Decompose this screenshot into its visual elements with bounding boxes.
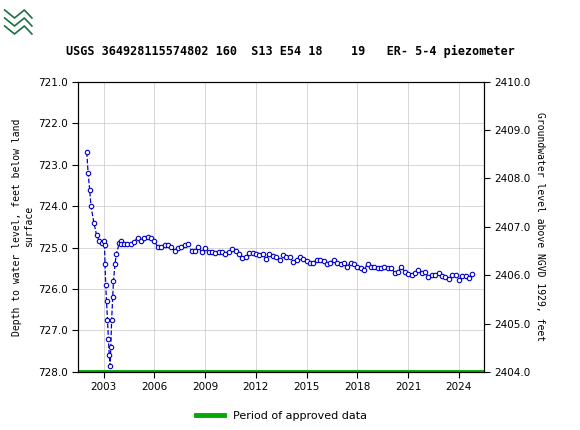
Y-axis label: Groundwater level above NGVD 1929, feet: Groundwater level above NGVD 1929, feet — [535, 112, 545, 341]
Text: USGS: USGS — [36, 12, 83, 28]
FancyBboxPatch shape — [3, 3, 52, 37]
Y-axis label: Depth to water level, feet below land
surface: Depth to water level, feet below land su… — [12, 118, 34, 335]
Text: USGS 364928115574802 160  S13 E54 18    19   ER- 5-4 piezometer: USGS 364928115574802 160 S13 E54 18 19 E… — [66, 45, 514, 58]
Legend: Period of approved data: Period of approved data — [191, 407, 371, 426]
